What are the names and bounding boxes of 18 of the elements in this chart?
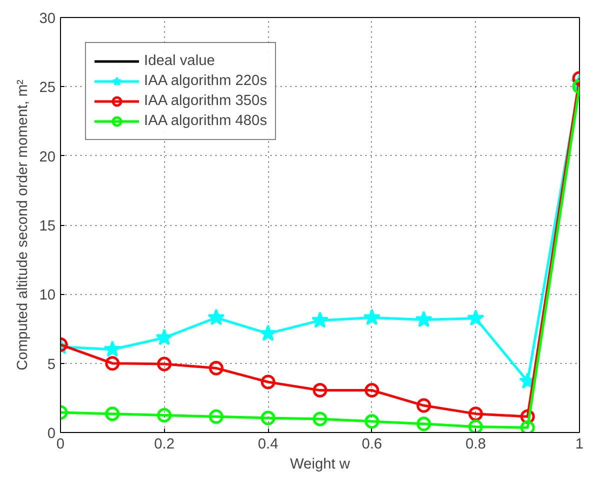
y-tick-label: 25 (39, 80, 56, 96)
legend-label: Ideal value (144, 53, 215, 69)
y-tick-label: 30 (39, 11, 56, 27)
x-tick-label: 0.4 (258, 436, 278, 452)
x-axis-title: Weight w (290, 456, 350, 472)
y-tick-label: 15 (39, 218, 56, 234)
x-tick-label: 0.2 (154, 436, 174, 452)
x-tick-label: 0.8 (466, 436, 486, 452)
legend-label: IAA algorithm 220s (144, 73, 268, 89)
legend-label: IAA algorithm 480s (144, 113, 268, 129)
y-tick-label: 5 (47, 356, 56, 373)
legend-label: IAA algorithm 350s (144, 93, 268, 109)
y-tick-label: 10 (39, 288, 56, 304)
x-tick-label: 0.6 (362, 436, 382, 452)
y-axis-title: Computed altitude second order moment, m² (15, 79, 32, 370)
x-tick-label: 1 (575, 436, 584, 452)
y-tick-label: 0 (47, 426, 56, 442)
y-tick-label: 20 (39, 149, 56, 166)
